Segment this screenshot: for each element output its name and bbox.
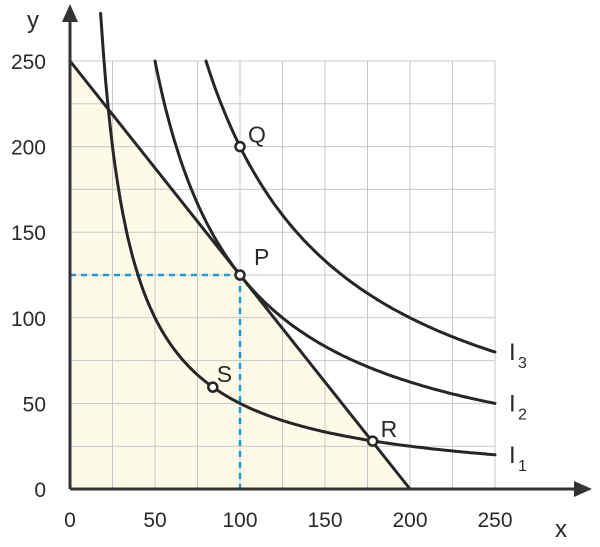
x-axis-arrow bbox=[574, 481, 592, 497]
point-label-s: S bbox=[217, 361, 232, 387]
curve-label-i2: I bbox=[509, 390, 516, 417]
x-tick-label: 50 bbox=[143, 509, 166, 532]
point-label-p: P bbox=[254, 244, 269, 270]
x-tick-label: 200 bbox=[392, 509, 427, 532]
tick-labels: 0 50 100 150 200 250 0 50 100 150 200 250 bbox=[11, 51, 513, 532]
indifference-curve-i3 bbox=[204, 59, 497, 354]
guide-lines bbox=[70, 273, 242, 489]
x-tick-label: 250 bbox=[477, 509, 512, 532]
y-tick-label: 0 bbox=[34, 479, 46, 502]
x-tick-label: 0 bbox=[64, 509, 76, 532]
indifference-curves bbox=[99, 11, 497, 457]
point-label-q: Q bbox=[248, 122, 266, 148]
point-r bbox=[366, 435, 379, 447]
curve-label-i3: I bbox=[509, 339, 516, 366]
curve-label-subscript: 3 bbox=[518, 355, 527, 372]
grid bbox=[70, 60, 496, 489]
point-label-r: R bbox=[381, 416, 398, 442]
curve-label-subscript: 1 bbox=[518, 458, 527, 475]
indifference-curve-i1 bbox=[99, 11, 497, 457]
x-axis-title: x bbox=[555, 516, 567, 543]
axes: x y bbox=[27, 4, 592, 543]
curve-label-i1: I bbox=[509, 442, 516, 469]
x-tick-label: 100 bbox=[222, 509, 257, 532]
curve-label-subscript: 2 bbox=[518, 406, 527, 423]
point-s bbox=[207, 381, 219, 393]
marked-points: Q P R S bbox=[207, 122, 398, 447]
y-axis-title: y bbox=[27, 7, 39, 34]
y-axis-arrow bbox=[62, 4, 78, 22]
y-tick-label: 50 bbox=[23, 393, 46, 416]
indifference-curve-i2 bbox=[153, 59, 497, 405]
y-tick-label: 200 bbox=[11, 137, 46, 160]
curve-labels: I 1I 2I 3 bbox=[509, 339, 527, 475]
y-tick-label: 250 bbox=[11, 51, 46, 74]
y-tick-label: 150 bbox=[11, 222, 46, 245]
point-q bbox=[234, 140, 246, 153]
x-tick-label: 150 bbox=[307, 509, 342, 532]
point-p bbox=[234, 269, 246, 281]
y-tick-label: 100 bbox=[11, 308, 46, 331]
